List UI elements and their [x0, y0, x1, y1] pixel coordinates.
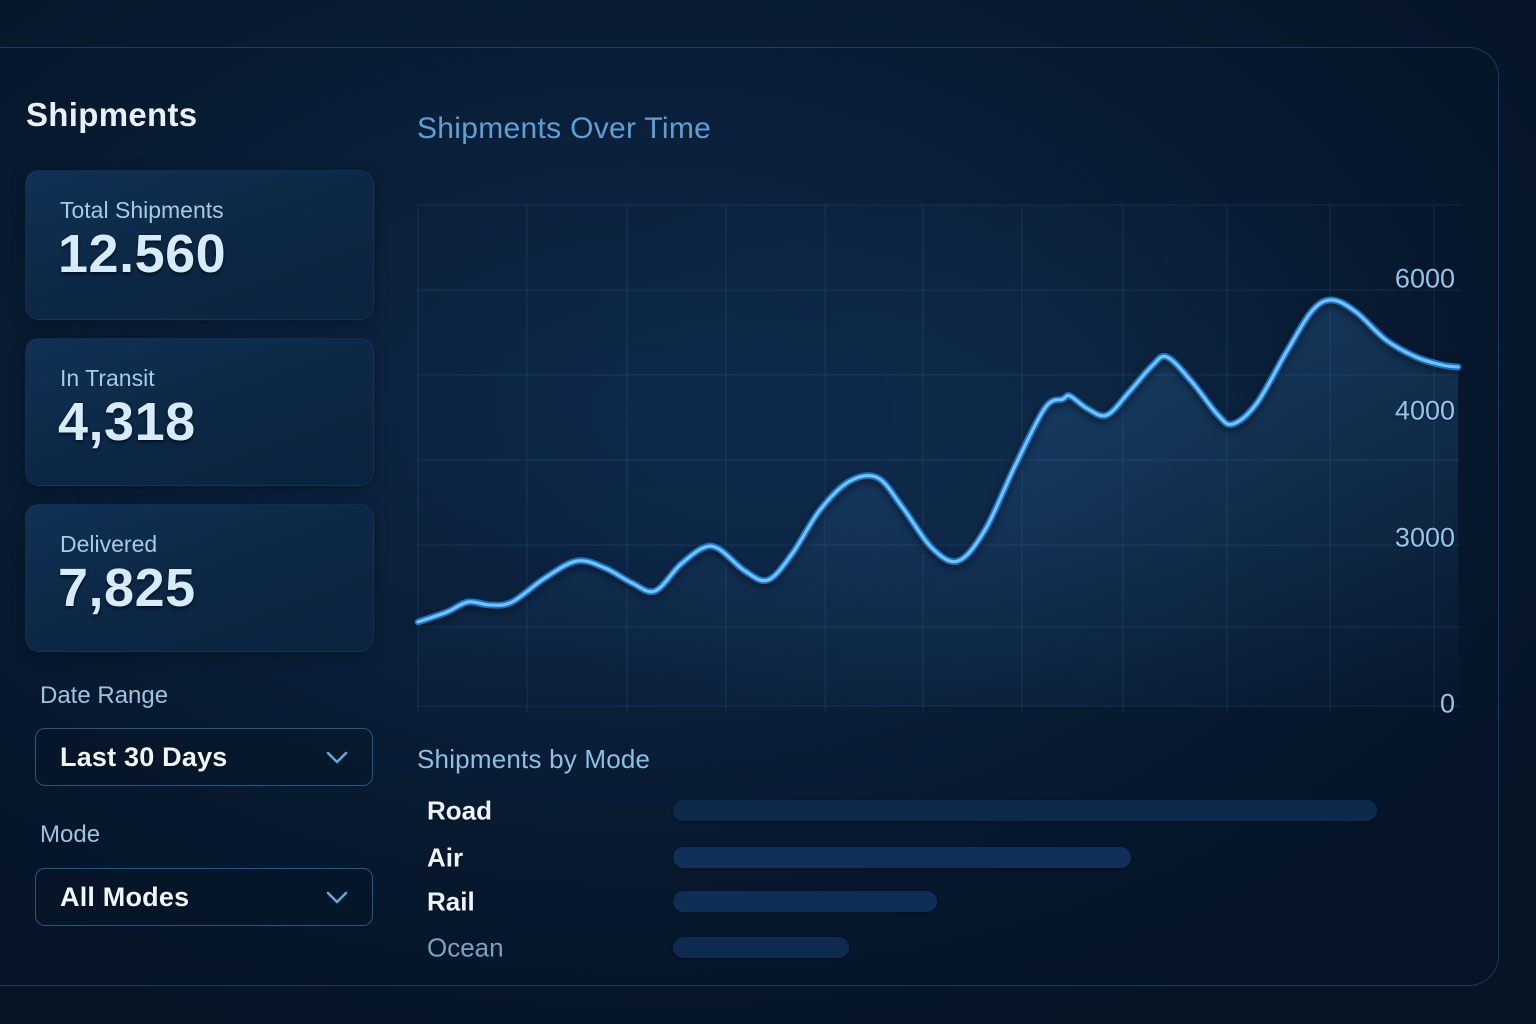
- y-axis-tick: 6000: [1394, 263, 1455, 294]
- mode-bar-air: [673, 847, 1131, 868]
- stat-label: Total Shipments: [60, 197, 224, 223]
- y-axis-tick: 0: [1439, 688, 1455, 719]
- stat-card-total-shipments: Total Shipments 12.560: [25, 170, 374, 320]
- mode-value: All Modes: [60, 881, 190, 912]
- mode-row-label-rail: Rail: [427, 886, 475, 917]
- mode-bar-road: [673, 800, 1377, 821]
- mode-label: Mode: [40, 821, 101, 848]
- line-chart-title: Shipments Over Time: [417, 112, 712, 145]
- y-axis-tick: 3000: [1394, 522, 1455, 553]
- chevron-down-icon: [326, 751, 348, 763]
- mode-row-label-ocean: Ocean: [427, 932, 504, 963]
- stat-card-in-transit: In Transit 4,318: [25, 338, 374, 486]
- stat-value: 12.560: [58, 224, 227, 284]
- mode-select[interactable]: All Modes: [35, 868, 373, 926]
- stat-value: 4,318: [58, 392, 196, 452]
- mode-bar-rail: [673, 891, 937, 912]
- mode-bar-ocean: [673, 937, 849, 958]
- line-series-area: [418, 299, 1458, 712]
- date-range-value: Last 30 Days: [60, 741, 228, 772]
- stat-value: 7,825: [58, 558, 196, 618]
- date-range-label: Date Range: [40, 682, 169, 709]
- stat-card-delivered: Delivered 7,825: [25, 504, 374, 652]
- chevron-down-icon: [326, 891, 348, 903]
- stat-label: Delivered: [60, 531, 158, 557]
- page-title: Shipments: [26, 96, 198, 133]
- mode-row-label-air: Air: [427, 842, 464, 873]
- mode-row-label-road: Road: [427, 795, 492, 826]
- shipments-over-time-chart: [414, 204, 1462, 712]
- bar-chart-title: Shipments by Mode: [417, 744, 651, 774]
- stat-label: In Transit: [60, 365, 155, 391]
- line-series: [416, 298, 1460, 624]
- y-axis-tick: 4000: [1394, 395, 1455, 426]
- date-range-select[interactable]: Last 30 Days: [35, 728, 373, 786]
